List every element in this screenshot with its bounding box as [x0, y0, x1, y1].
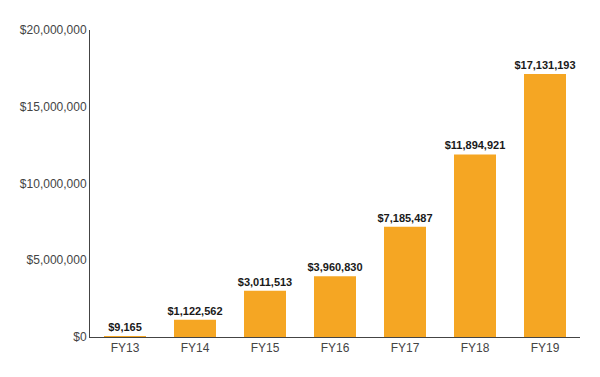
svg-text:$3,011,513: $3,011,513 — [238, 276, 292, 288]
svg-text:FY14: FY14 — [181, 341, 210, 355]
svg-text:FY18: FY18 — [461, 341, 490, 355]
svg-text:$3,960,830: $3,960,830 — [307, 261, 362, 273]
svg-text:FY17: FY17 — [391, 341, 420, 355]
svg-text:$10,000,000: $10,000,000 — [20, 177, 87, 191]
svg-text:$20,000,000: $20,000,000 — [20, 23, 87, 37]
svg-text:$17,131,193: $17,131,193 — [514, 59, 575, 71]
svg-text:FY15: FY15 — [251, 341, 280, 355]
svg-text:$9,165: $9,165 — [108, 321, 142, 333]
svg-text:FY19: FY19 — [531, 341, 560, 355]
svg-text:$7,185,487: $7,185,487 — [377, 212, 432, 224]
svg-text:$0: $0 — [73, 330, 87, 344]
svg-text:FY13: FY13 — [111, 341, 140, 355]
svg-text:$1,122,562: $1,122,562 — [167, 305, 222, 317]
svg-text:FY16: FY16 — [321, 341, 350, 355]
svg-text:$5,000,000: $5,000,000 — [27, 253, 87, 267]
svg-text:$11,894,921: $11,894,921 — [445, 139, 506, 151]
svg-text:$15,000,000: $15,000,000 — [20, 100, 87, 114]
